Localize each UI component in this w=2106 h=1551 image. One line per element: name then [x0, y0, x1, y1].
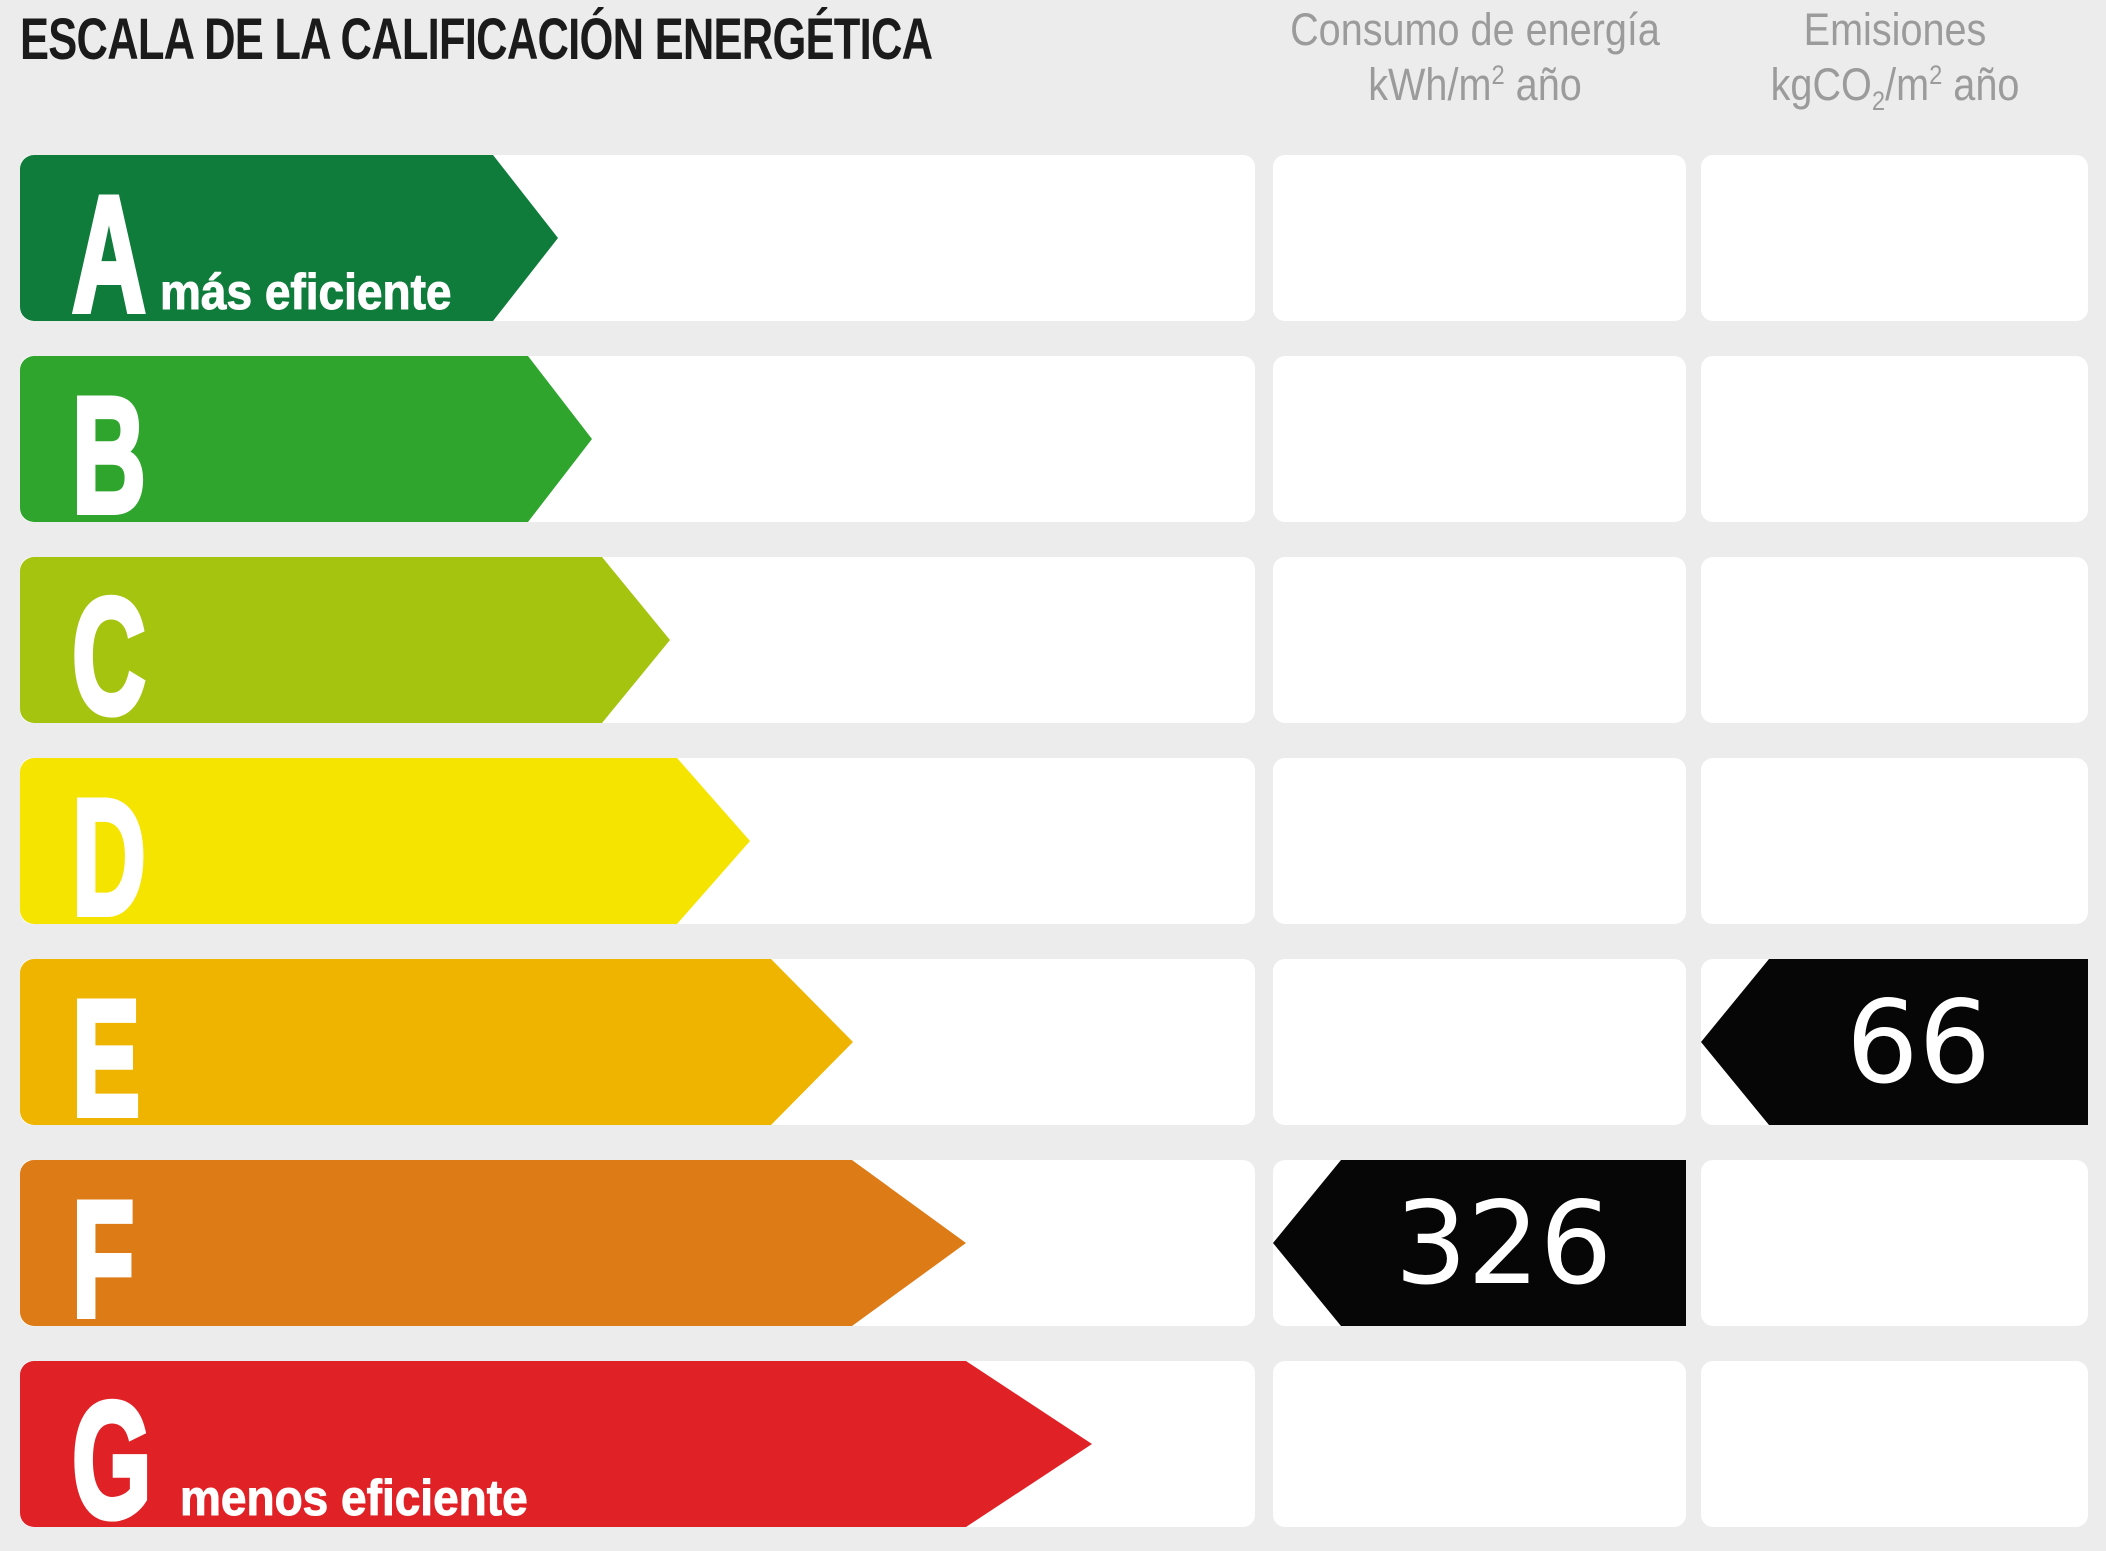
consumption-cell-F: 326: [1273, 1160, 1686, 1326]
consumption-cell-B: [1273, 356, 1686, 522]
rating-arrow-F: F: [20, 1160, 966, 1345]
emissions-header-unit: kgCO2/m2 año: [1770, 59, 2020, 116]
efficiency-label-A: más eficiente: [160, 264, 452, 320]
emissions-value-arrow: 66: [1701, 959, 2088, 1125]
rating-letter-C: C: [70, 564, 148, 748]
rating-letter-D: D: [70, 765, 148, 949]
rating-row-E: 66 E: [0, 959, 2106, 1144]
consumption-cell-D: [1273, 758, 1686, 924]
consumption-header-line1: Consumo de energía: [1290, 4, 1660, 55]
consumption-cell-E: [1273, 959, 1686, 1125]
rating-letter-E: E: [70, 966, 142, 1150]
emissions-column-header: Emisiones kgCO2/m2 año: [1666, 2, 2106, 116]
rating-row-B: B: [0, 356, 2106, 541]
rating-row-F: 326 F: [0, 1160, 2106, 1345]
emissions-cell-B: [1701, 356, 2088, 522]
consumption-header-unit: kWh/m2 año: [1368, 59, 1582, 110]
consumption-cell-G: [1273, 1361, 1686, 1527]
efficiency-label-G: menos eficiente: [180, 1470, 529, 1526]
consumption-value-arrow: 326: [1273, 1160, 1686, 1326]
emissions-cell-D: [1701, 758, 2088, 924]
consumption-cell-C: [1273, 557, 1686, 723]
emissions-cell-A: [1701, 155, 2088, 321]
rating-arrow-E: E: [20, 959, 853, 1144]
rating-letter-B: B: [70, 363, 148, 547]
emissions-cell-C: [1701, 557, 2088, 723]
rating-row-D: D: [0, 758, 2106, 943]
consumption-cell-A: [1273, 155, 1686, 321]
page-title: ESCALA DE LA CALIFICACIÓN ENERGÉTICA: [20, 7, 933, 72]
emissions-cell-G: [1701, 1361, 2088, 1527]
rating-arrow-C: C: [20, 557, 670, 742]
rating-row-C: C: [0, 557, 2106, 742]
emissions-cell-E: 66: [1701, 959, 2088, 1125]
rating-letter-G: G: [70, 1368, 153, 1551]
emissions-cell-F: [1701, 1160, 2088, 1326]
rating-arrow-D: D: [20, 758, 750, 943]
emissions-header-line1: Emisiones: [1803, 4, 1987, 55]
rating-letter-A: A: [70, 162, 148, 346]
consumption-column-header: Consumo de energía kWh/m2 año: [1246, 2, 1704, 112]
rating-arrow-B: B: [20, 356, 592, 541]
rating-letter-F: F: [70, 1167, 136, 1351]
